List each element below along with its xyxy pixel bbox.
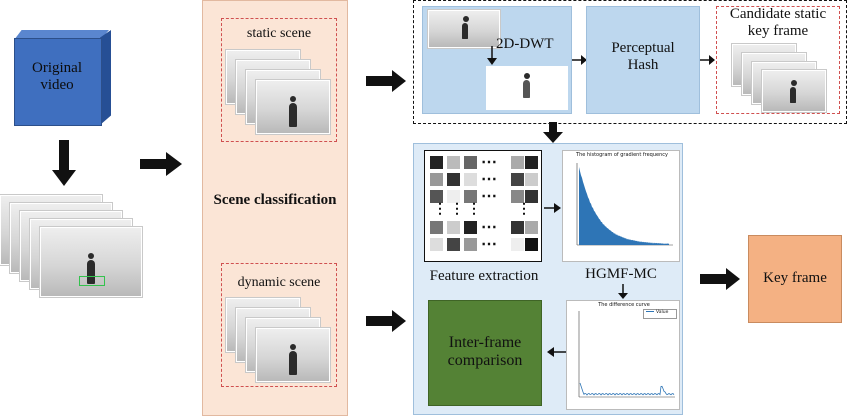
grid-hdots-1: ⋯	[481, 154, 497, 171]
video-down-arrow-icon	[52, 140, 76, 186]
histogram-plot	[576, 163, 673, 246]
static-to-pipeline-arrow-icon	[366, 70, 406, 92]
histogram-title: The histogram of gradient frequency	[576, 152, 668, 158]
difference-curve-plot	[578, 311, 675, 398]
static-scene-label: static scene	[246, 26, 312, 41]
difference-curve-legend-label: Value	[656, 310, 669, 315]
hgmf-down-arrow-icon	[618, 284, 628, 299]
dwt-output-image	[486, 66, 568, 110]
candidate-keyframe-label: Candidate static key frame	[729, 6, 827, 40]
dynamic-scene-frames	[226, 298, 334, 388]
original-video-cube-top	[14, 30, 109, 40]
original-video-cube	[14, 38, 102, 126]
inter-frame-comparison-label: Inter-frame comparison	[447, 334, 523, 370]
dynamic-scene-box	[221, 263, 337, 387]
candidate-keyframe-box	[716, 6, 840, 114]
static-pipeline-box	[413, 0, 847, 124]
to-keyframe-arrow-icon	[700, 268, 740, 290]
dwt-inner-arrow-icon	[487, 46, 497, 65]
dynamic-scene-label: dynamic scene	[237, 275, 321, 290]
hash-to-candidate-arrow-icon	[700, 55, 715, 65]
feature-grid: ⋯ ⋯ ⋯ ⋯ ⋯ ⋮ ⋮ ⋮ ⋮	[424, 150, 542, 262]
grid-vdots-1: ⋮	[433, 202, 447, 217]
grid-hdots-3: ⋯	[481, 188, 497, 205]
difference-curve-title: The difference curve	[598, 302, 650, 308]
scene-classification-title: Scene classification	[213, 192, 337, 208]
dwt-label: 2D-DWT	[496, 36, 554, 52]
inter-frame-comparison-box	[428, 300, 542, 406]
difference-curve-chart: The difference curve Value	[566, 300, 680, 410]
key-frame-box	[748, 235, 842, 323]
grid-vdots-2: ⋮	[450, 202, 464, 217]
perceptual-hash-box	[586, 6, 700, 114]
static-scene-frames	[226, 50, 334, 140]
feature-extraction-label: Feature extraction	[429, 268, 539, 284]
diff-to-comparison-arrow-icon	[547, 347, 566, 357]
grid-vdots-3: ⋮	[467, 202, 481, 217]
hgmf-mc-label: HGMF-MC	[585, 266, 657, 282]
grid-hdots-2: ⋯	[481, 171, 497, 188]
perceptual-hash-label: Perceptual Hash	[611, 40, 675, 74]
to-scene-arrow-icon	[140, 152, 182, 176]
dwt-input-frame	[428, 10, 500, 48]
grid-vdots-4: ⋮	[517, 202, 531, 217]
candidate-keyframe-frames	[732, 44, 836, 112]
grid-hdots-4: ⋯	[481, 219, 497, 236]
dynamic-to-feature-arrow-icon	[366, 310, 406, 332]
key-frame-label: Key frame	[763, 270, 827, 286]
original-video-label: Original video	[32, 60, 82, 94]
grid-to-histogram-arrow-icon	[544, 203, 561, 213]
static-scene-box	[221, 18, 337, 142]
difference-curve-legend: Value	[643, 309, 677, 319]
pipeline-down-arrow-icon	[543, 122, 563, 143]
original-video-cube-side	[100, 30, 111, 125]
dwt-to-hash-arrow-icon	[572, 55, 587, 65]
video-frame-stack	[0, 195, 180, 305]
histogram-chart: The histogram of gradient frequency	[562, 150, 680, 262]
grid-hdots-5: ⋯	[481, 236, 497, 253]
